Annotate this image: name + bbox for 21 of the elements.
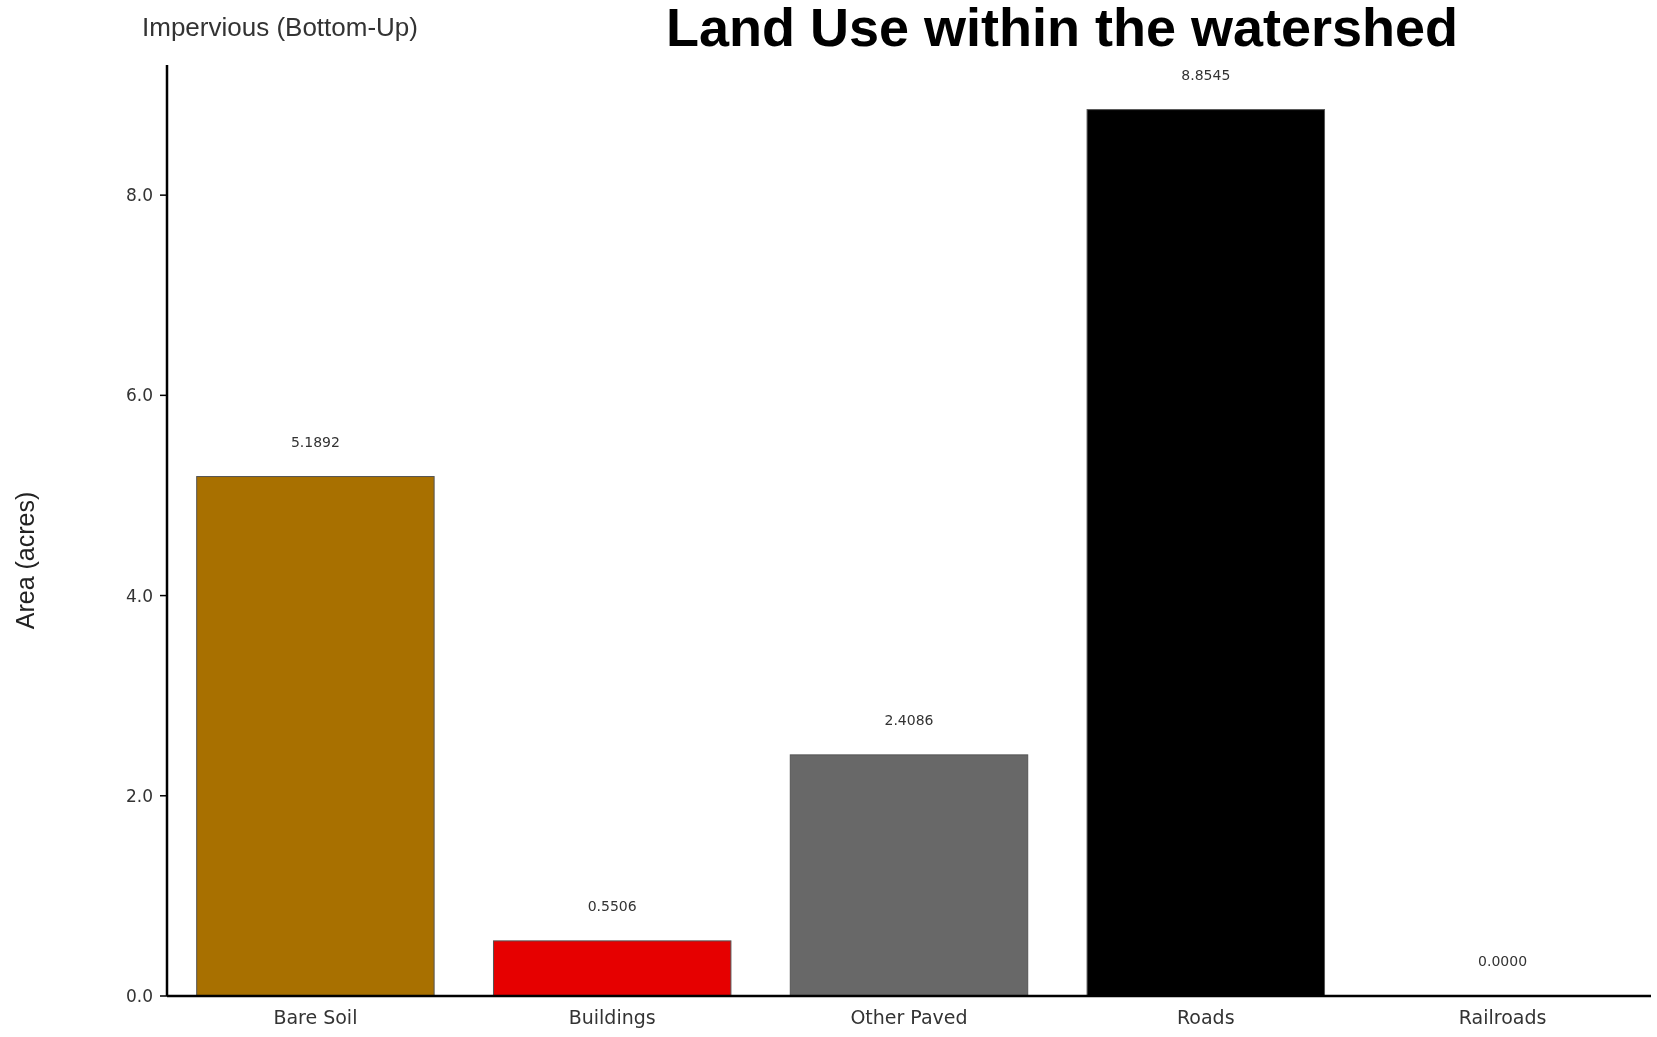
y-tick-label: 2.0 [125,785,153,806]
data-label: 2.4086 [884,711,934,728]
data-label: 0.0000 [1478,953,1528,969]
bar [492,940,732,997]
x-tick-label: Other Paved [850,1006,968,1028]
chart-title: Land Use within the watershed [665,0,1459,57]
x-tick-label: Railroads [1458,1006,1547,1028]
x-tick-label: Roads [1177,1006,1235,1028]
chart-subtitle: Impervious (Bottom-Up) [142,12,418,42]
bar [196,476,435,997]
bar [789,754,1029,997]
data-label: 5.1892 [290,433,340,450]
y-tick-label: 6.0 [125,385,153,406]
y-axis-title: Area (acres) [11,491,39,630]
y-tick-label: 0.0 [125,985,153,1006]
y-tick-label: 4.0 [125,585,153,606]
data-label: 0.5506 [587,897,637,914]
x-tick-label: Buildings [568,1006,656,1028]
x-tick-label: Bare Soil [273,1006,358,1028]
data-label: 8.8545 [1181,66,1231,83]
y-tick-label: 8.0 [125,185,153,206]
